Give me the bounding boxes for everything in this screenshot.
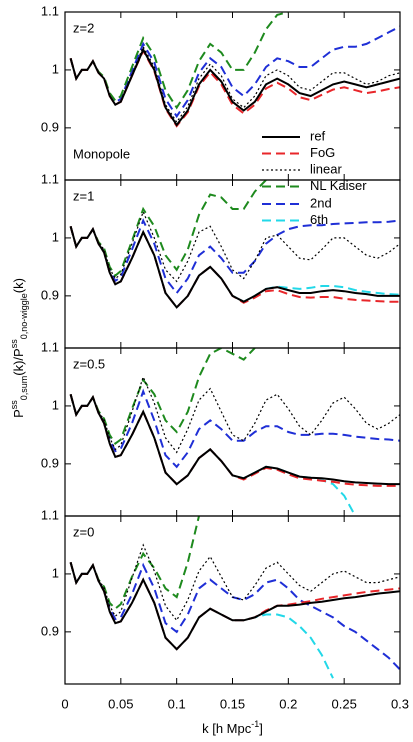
- legend-label: linear: [310, 161, 342, 176]
- y-tick-label: 1: [52, 61, 59, 76]
- series-line: [69, 180, 267, 278]
- series-line: [69, 394, 400, 486]
- legend-label: FoG: [310, 145, 335, 160]
- y-tick-label: 1: [52, 565, 59, 580]
- x-axis-title: k [h Mpc-1]: [202, 719, 263, 736]
- series-line: [70, 375, 400, 454]
- series-line: [69, 226, 400, 309]
- y-tick-label: 1.1: [41, 339, 59, 354]
- x-tick-label: 0.3: [391, 696, 409, 711]
- x-tick-label: 0.25: [332, 696, 357, 711]
- legend-label: 2nd: [310, 195, 332, 210]
- y-axis-title-part: ss: [9, 400, 19, 410]
- series-line: [70, 543, 400, 622]
- y-axis-title-part: ss: [9, 339, 19, 349]
- y-tick-label: 1.1: [41, 507, 59, 522]
- series-line: [69, 48, 400, 128]
- panel-frame: [64, 515, 401, 685]
- plot-lines: [69, 348, 400, 516]
- series-line: [69, 562, 400, 671]
- panel-label: z=0: [73, 524, 94, 539]
- plot-lines: [69, 180, 400, 309]
- panel-label: Monopole: [73, 146, 130, 161]
- x-tick-label: 0.05: [108, 696, 133, 711]
- series-line: [70, 45, 400, 124]
- y-axis-title-part: (k): [11, 278, 26, 293]
- x-axis-title-part: -1: [251, 719, 259, 729]
- series-line: [69, 394, 357, 516]
- series-line: [69, 226, 400, 309]
- legend-label: ref: [310, 128, 326, 143]
- y-tick-label: 1.1: [41, 171, 59, 186]
- legend-label: NL Kaiser: [310, 178, 367, 193]
- y-tick-label: 0.9: [41, 119, 59, 134]
- y-tick-label: 1: [52, 229, 59, 244]
- x-tick-label: 0.15: [220, 696, 245, 711]
- y-tick-label: 1: [52, 397, 59, 412]
- plot-lines: [69, 516, 400, 679]
- series-line: [69, 562, 400, 651]
- panel-frame: [64, 179, 401, 349]
- series-line: [69, 226, 400, 309]
- plot-lines: [69, 12, 400, 128]
- y-axis-title-part: 0,sum: [19, 376, 29, 401]
- panel-label: z=0.5: [73, 356, 105, 371]
- x-tick-label: 0.2: [279, 696, 297, 711]
- y-axis-title-part: P: [11, 409, 26, 418]
- y-tick-label: 0.9: [41, 455, 59, 470]
- y-tick-label: 1.1: [41, 3, 59, 18]
- y-axis-title: Pss0,sum(k)/Pss0,no-wiggle(k): [9, 278, 29, 418]
- panel-label: z=2: [73, 20, 94, 35]
- x-axis-title-part: ]: [259, 721, 263, 736]
- y-tick-label: 0.9: [41, 623, 59, 638]
- y-axis-title-part: 0,no-wiggle: [19, 293, 29, 339]
- x-tick-label: 0.1: [168, 696, 186, 711]
- x-tick-label: 0: [61, 696, 68, 711]
- panel-frame: [64, 347, 401, 517]
- series-line: [69, 47, 400, 127]
- legend-label: 6th: [310, 212, 328, 227]
- series-line: [70, 210, 400, 283]
- panel-label: z=1: [73, 188, 94, 203]
- y-axis-title-part: (k)/P: [11, 348, 26, 375]
- series-line: [69, 218, 400, 295]
- y-tick-label: 0.9: [41, 287, 59, 302]
- x-axis-title-part: k [h Mpc: [202, 721, 252, 736]
